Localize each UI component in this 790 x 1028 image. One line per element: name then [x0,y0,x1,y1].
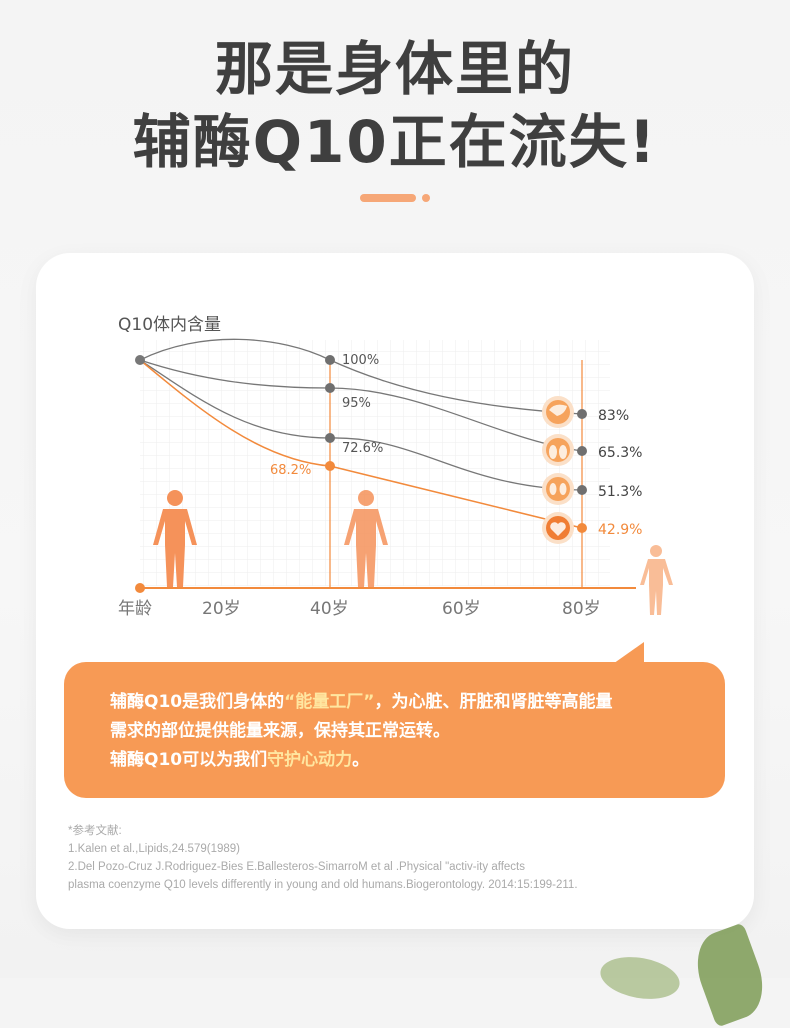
info-line-2: 需求的部位提供能量来源，保持其正常运转。 [110,721,450,741]
human-figure-adult [344,490,388,587]
liver-label-80: 83% [598,408,629,424]
x-tick-40: 40岁 [310,599,349,619]
human-figure-elderly [640,545,673,615]
heart-point-80 [577,523,587,533]
q10-chart: Q10体内含量 100% 95% 72.6% 68.2% [118,315,673,619]
heart-series-line [139,359,583,529]
references: *参考文献: 1.Kalen et al.,Lipids,24.579(1989… [68,822,748,894]
heart-power-highlight: 守护心动力 [267,750,353,770]
lung-label-80: 65.3% [598,445,642,461]
energy-factory-highlight: “能量工厂” [284,692,375,712]
kidney-point-80 [577,485,587,495]
liver-icon [542,396,574,428]
human-figure-young [153,490,197,587]
lung-icon [542,434,574,466]
kidney-label-80: 51.3% [598,484,642,500]
liver-label-40: 100% [342,353,379,368]
headline-line-2: 辅酶Q10正在流失! [132,108,658,176]
lung-series-line [139,359,583,452]
series-origin-point [135,355,145,365]
lung-point-40 [325,383,335,393]
x-tick-80: 80岁 [562,599,601,619]
info-bubble [64,662,725,798]
lung-point-80 [577,446,587,456]
kidney-point-40 [325,433,335,443]
chart-title: Q10体内含量 [118,315,221,335]
x-tick-20: 20岁 [202,599,241,619]
kidney-icon [542,473,574,505]
liver-point-80 [577,409,587,419]
heart-label-40: 68.2% [270,463,311,478]
decorative-bar [360,194,416,202]
liver-point-40 [325,355,335,365]
reference-2: 2.Del Pozo-Cruz J.Rodriguez-Bies E.Balle… [68,861,525,873]
reference-2-cont: plasma coenzyme Q10 levels differently i… [68,879,578,891]
headline-line-1: 那是身体里的 [214,35,575,103]
info-line-1: 辅酶Q10是我们身体的“能量工厂”，为心脏、肝脏和肾脏等高能量 [110,692,613,712]
reference-1: 1.Kalen et al.,Lipids,24.579(1989) [68,843,240,855]
heart-point-40 [325,461,335,471]
lung-label-40: 95% [342,396,371,411]
decorative-dot [422,194,430,202]
kidney-label-40: 72.6% [342,441,383,456]
info-line-3: 辅酶Q10可以为我们守护心动力。 [110,750,370,770]
heart-icon [542,512,574,544]
x-tick-60: 60岁 [442,599,481,619]
x-axis-origin [135,583,145,593]
heart-label-80: 42.9% [598,522,642,538]
references-title: *参考文献: [68,825,122,837]
info-text: 辅酶Q10是我们身体的“能量工厂”，为心脏、肝脏和肾脏等高能量 需求的部位提供能… [110,688,710,775]
x-axis-label: 年龄 [118,599,152,619]
